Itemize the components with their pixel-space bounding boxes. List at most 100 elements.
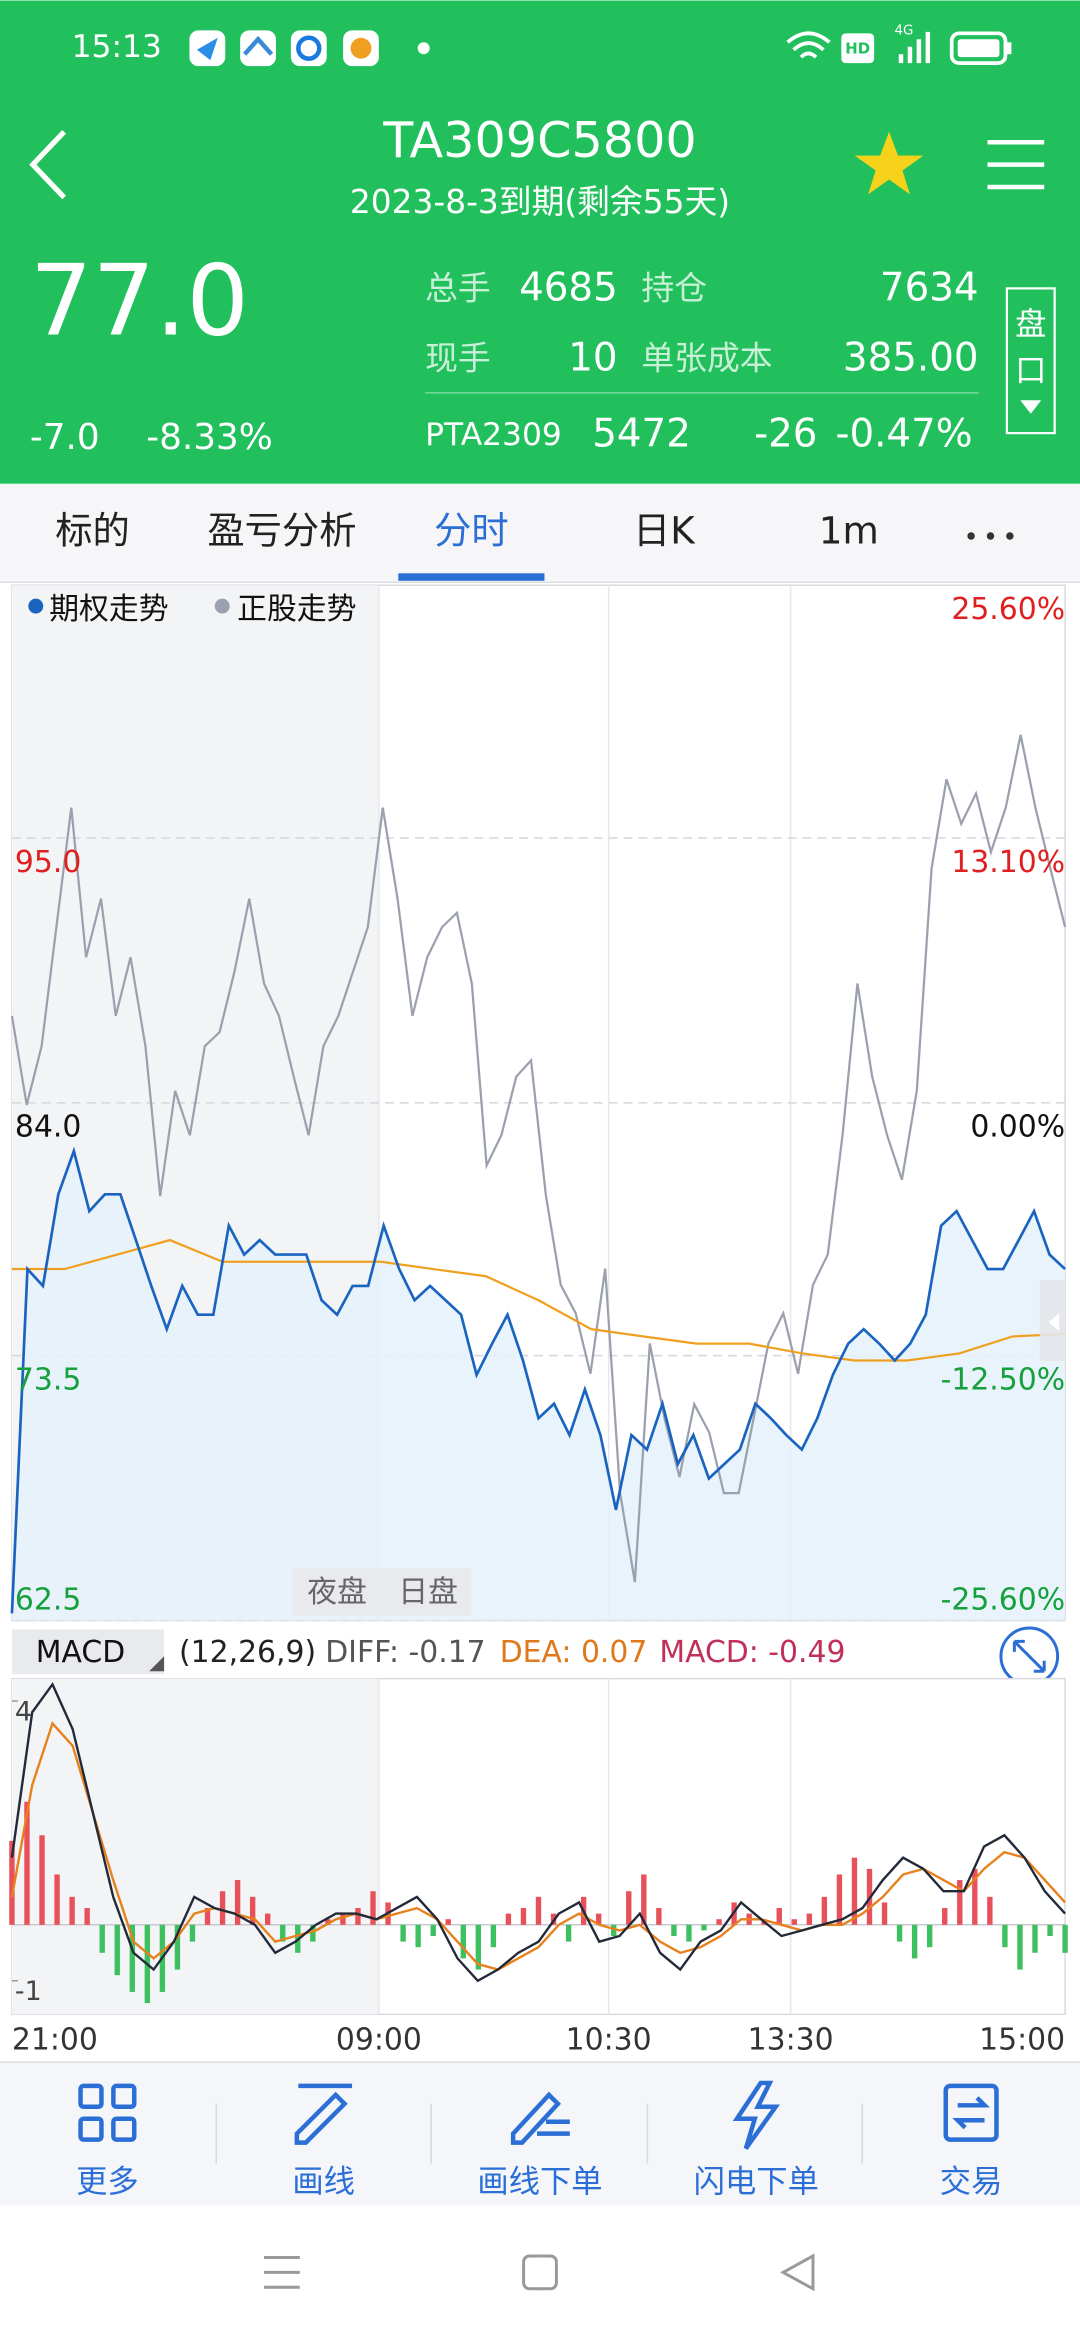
macd-bar — [641, 1874, 647, 1925]
stat-label: 单张成本 — [641, 340, 772, 378]
macd-bar — [911, 1924, 918, 1959]
y-tick-label: 84.0 — [15, 1110, 81, 1145]
option-line — [10, 1146, 1066, 1614]
price: 77.0 — [30, 245, 249, 359]
stat-label: 总手 — [425, 269, 491, 307]
y2-tick-label: 13.10% — [951, 845, 1065, 880]
header-bg — [0, 0, 1080, 484]
macd-bar — [174, 1924, 181, 1970]
nav-item[interactable]: 画线下单 — [477, 2164, 602, 2200]
y-tick-label: -1 — [15, 1976, 42, 2007]
x-tick-label: 13:30 — [748, 2023, 834, 2058]
stat-value: 4685 — [519, 265, 618, 310]
macd-bar — [204, 1908, 211, 1925]
dea-line — [10, 1721, 1066, 1971]
macd-bar — [445, 1919, 451, 1925]
tab[interactable]: 日K — [633, 509, 696, 553]
favorite-star[interactable] — [854, 131, 924, 195]
macd-bar — [460, 1924, 466, 1959]
status-time: 15:13 — [72, 29, 162, 65]
macd-bar — [596, 1913, 602, 1925]
underlying-change: -26 — [754, 412, 817, 457]
macd-bar — [1062, 1924, 1068, 1953]
tab[interactable]: 标的 — [55, 509, 130, 553]
macd-bar — [1047, 1924, 1053, 1936]
macd-bar — [370, 1891, 376, 1925]
tab[interactable]: 分时 — [434, 509, 509, 553]
change-pct: -8.33% — [146, 417, 273, 458]
macd-bar — [881, 1902, 888, 1925]
macd-bar — [505, 1913, 512, 1925]
menu-button[interactable] — [987, 139, 1045, 190]
system-home[interactable] — [522, 2254, 558, 2291]
macd-bar — [701, 1924, 707, 1931]
more-tabs[interactable] — [967, 532, 1014, 540]
macd-bar — [400, 1924, 406, 1942]
underlying-name: PTA2309 — [425, 417, 562, 453]
nav-item[interactable]: 交易 — [940, 2164, 1003, 2200]
change: -7.0 — [30, 417, 100, 458]
macd-bar — [9, 1840, 15, 1925]
tab[interactable]: 1m — [819, 509, 879, 553]
macd-bar — [716, 1919, 722, 1925]
indicator-selector[interactable] — [11, 1629, 165, 1675]
system-back[interactable] — [780, 2253, 815, 2292]
macd-bar — [430, 1924, 436, 1936]
session-label: 日盘 — [398, 1575, 458, 1610]
x-tick-label: 10:30 — [566, 2023, 652, 2058]
button-label: 盘 — [1015, 307, 1046, 343]
fullscreen-button[interactable] — [999, 1626, 1060, 1687]
order-book-button[interactable]: 盘 口 — [1005, 287, 1056, 435]
legend-marker — [214, 598, 230, 614]
macd-bar — [656, 1908, 662, 1925]
legend-label: 正股走势 — [237, 592, 356, 627]
macd-bar — [340, 1913, 346, 1925]
legend-marker — [28, 598, 44, 614]
macd-bar — [626, 1891, 632, 1925]
nav-item[interactable]: 画线 — [292, 2164, 355, 2200]
tab-bar — [0, 483, 1080, 583]
system-nav — [264, 2253, 815, 2292]
macd-bar — [114, 1924, 120, 1976]
macd-bar — [671, 1924, 677, 1936]
macd-bar — [535, 1896, 542, 1925]
subtitle: 2023-8-3到期(剩余55天) — [350, 183, 730, 221]
status-icons — [189, 30, 1012, 67]
indicator-params: (12,26,9) — [179, 1635, 316, 1670]
option-area — [11, 1151, 1066, 1621]
underlying-price: 5472 — [592, 412, 691, 457]
system-menu[interactable] — [264, 2255, 300, 2289]
stat-label: 持仓 — [641, 269, 707, 307]
macd-bar — [249, 1896, 256, 1925]
title: TA309C5800 — [382, 111, 696, 169]
y-tick-label: 62.5 — [15, 1583, 81, 1618]
macd-bar — [129, 1924, 135, 1992]
back-button[interactable] — [29, 129, 67, 200]
average-line — [11, 1238, 1066, 1362]
legend-label: 期权走势 — [49, 592, 168, 627]
stat-label: 现手 — [425, 340, 491, 378]
side-drawer-handle[interactable] — [1039, 1280, 1066, 1361]
macd-bar — [355, 1908, 361, 1925]
macd-bar — [957, 1880, 963, 1925]
tab[interactable]: 盈亏分析 — [207, 509, 356, 553]
macd-bar — [490, 1924, 497, 1948]
status-indicator: 4G — [895, 23, 914, 38]
nav-separators — [215, 2103, 863, 2164]
diff-label: DIFF: -0.17 — [325, 1635, 485, 1670]
nav-item[interactable]: 闪电下单 — [694, 2164, 819, 2200]
nav-item[interactable]: 更多 — [76, 2164, 139, 2200]
macd-bar — [54, 1874, 60, 1925]
macd-bar — [806, 1913, 813, 1925]
macd-bar — [686, 1924, 692, 1942]
macd-bar — [611, 1924, 617, 1936]
macd-bar — [99, 1924, 105, 1953]
dea-label: DEA: 0.07 — [500, 1635, 648, 1670]
macd-bar — [325, 1919, 331, 1925]
macd-bar — [821, 1896, 828, 1925]
x-tick-label: 21:00 — [12, 2023, 98, 2058]
y-tick-label: 4 — [15, 1696, 32, 1727]
session-tag-bg — [292, 1568, 472, 1617]
macd-bar — [265, 1913, 271, 1925]
